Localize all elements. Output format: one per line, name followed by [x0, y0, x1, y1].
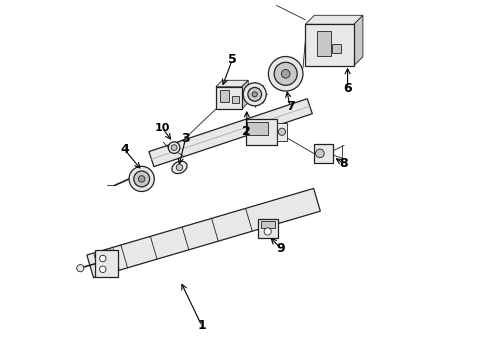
- Text: 6: 6: [343, 82, 352, 95]
- Circle shape: [169, 142, 180, 153]
- Bar: [247, 122, 269, 135]
- Circle shape: [274, 62, 297, 85]
- Circle shape: [252, 92, 257, 97]
- Bar: [246, 119, 276, 145]
- Circle shape: [264, 228, 271, 235]
- Circle shape: [77, 265, 84, 272]
- Circle shape: [171, 145, 177, 150]
- Bar: [332, 44, 342, 53]
- Bar: [220, 90, 229, 102]
- Circle shape: [129, 166, 154, 192]
- Text: 9: 9: [277, 242, 285, 255]
- Bar: [258, 219, 277, 238]
- Bar: [232, 96, 239, 103]
- Text: 7: 7: [286, 100, 294, 113]
- Text: 5: 5: [228, 53, 237, 66]
- Polygon shape: [216, 80, 248, 87]
- Ellipse shape: [172, 161, 187, 174]
- Circle shape: [248, 87, 262, 101]
- Polygon shape: [305, 15, 363, 24]
- Polygon shape: [87, 188, 320, 278]
- Circle shape: [316, 149, 324, 158]
- Circle shape: [281, 69, 290, 78]
- Text: 1: 1: [197, 319, 206, 332]
- Bar: [276, 123, 287, 141]
- Text: 4: 4: [120, 143, 129, 156]
- Text: 10: 10: [154, 123, 170, 133]
- Circle shape: [176, 164, 183, 171]
- Text: 3: 3: [181, 132, 190, 145]
- Circle shape: [99, 266, 106, 273]
- Polygon shape: [149, 99, 312, 167]
- Circle shape: [99, 255, 106, 262]
- Circle shape: [269, 57, 303, 91]
- Bar: [216, 87, 242, 109]
- Bar: [317, 31, 331, 56]
- Circle shape: [134, 171, 149, 187]
- Circle shape: [243, 83, 266, 106]
- Text: 2: 2: [243, 125, 251, 138]
- Polygon shape: [242, 80, 248, 109]
- Bar: [305, 24, 354, 66]
- Bar: [95, 251, 118, 277]
- Circle shape: [139, 176, 145, 182]
- Text: 8: 8: [340, 157, 348, 170]
- Bar: [314, 144, 333, 163]
- Polygon shape: [354, 15, 363, 66]
- Circle shape: [278, 128, 286, 135]
- Bar: [261, 221, 274, 228]
